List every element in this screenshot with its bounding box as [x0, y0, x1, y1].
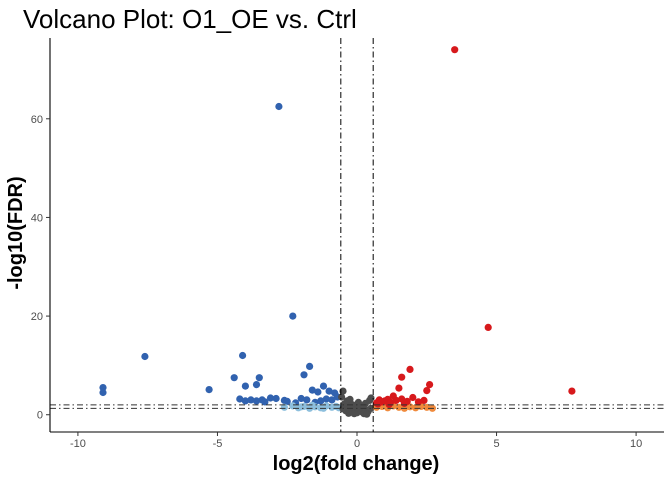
data-point	[266, 394, 275, 402]
data-point	[409, 393, 417, 402]
data-point	[297, 394, 305, 403]
data-point	[423, 403, 431, 411]
data-point	[350, 410, 358, 418]
data-point	[255, 374, 263, 382]
data-point	[346, 395, 354, 403]
x-tick-label: 10	[630, 438, 642, 450]
plot-area	[50, 38, 664, 432]
data-point	[99, 388, 107, 397]
data-point	[451, 46, 459, 54]
data-point	[317, 397, 325, 405]
data-point	[395, 384, 403, 392]
data-point	[325, 387, 333, 395]
data-point	[241, 397, 249, 405]
y-tick-label: 60	[31, 114, 43, 126]
data-point	[345, 409, 353, 417]
x-tick-label: 5	[493, 438, 499, 450]
data-point	[568, 387, 576, 395]
data-point	[306, 362, 314, 370]
data-point	[328, 396, 336, 404]
data-point	[308, 386, 316, 394]
data-point	[247, 396, 255, 404]
chart-title: Volcano Plot: O1_OE vs. Ctrl	[23, 4, 357, 34]
data-point	[400, 399, 408, 407]
data-point	[414, 398, 422, 406]
data-point	[230, 374, 238, 382]
x-axis-title: log2(fold change)	[273, 453, 440, 475]
x-tick-label: -10	[70, 438, 86, 450]
x-tick-label: -5	[213, 438, 223, 450]
data-point	[236, 395, 244, 403]
data-point	[303, 396, 311, 404]
data-point	[395, 403, 403, 411]
data-point	[241, 382, 249, 390]
data-point	[363, 410, 371, 418]
data-point	[261, 398, 269, 406]
data-point	[319, 382, 328, 390]
data-point	[426, 381, 434, 389]
data-point	[280, 403, 288, 411]
data-point	[300, 371, 308, 379]
data-point	[423, 387, 431, 395]
data-point	[338, 393, 346, 401]
data-point	[141, 352, 149, 361]
data-point	[308, 401, 316, 409]
y-tick-label: 20	[31, 311, 43, 323]
data-point	[252, 381, 261, 389]
data-point	[205, 386, 213, 394]
data-point	[420, 396, 428, 404]
data-point	[406, 365, 414, 373]
data-point	[297, 403, 305, 411]
data-point	[289, 402, 297, 410]
data-point	[322, 395, 330, 403]
data-point	[484, 323, 492, 331]
data-point	[275, 102, 283, 111]
data-point	[252, 397, 261, 405]
data-point	[289, 312, 297, 320]
data-point	[367, 394, 375, 402]
y-tick-label: 0	[37, 410, 43, 422]
data-point	[392, 396, 400, 404]
data-point	[353, 403, 361, 411]
data-point	[314, 388, 322, 396]
data-point	[239, 351, 247, 360]
data-point	[398, 373, 406, 381]
y-tick-label: 40	[31, 212, 43, 224]
data-point	[412, 404, 420, 412]
axes: -10 -5 0 5 10 0 20 40 60	[31, 38, 664, 450]
data-point	[406, 403, 414, 411]
x-tick-label: 0	[354, 438, 360, 450]
data-point	[347, 401, 355, 409]
data-point	[283, 397, 291, 405]
y-axis-title: -log10(FDR)	[5, 176, 27, 289]
data-point	[272, 394, 280, 403]
data-point	[374, 400, 382, 408]
